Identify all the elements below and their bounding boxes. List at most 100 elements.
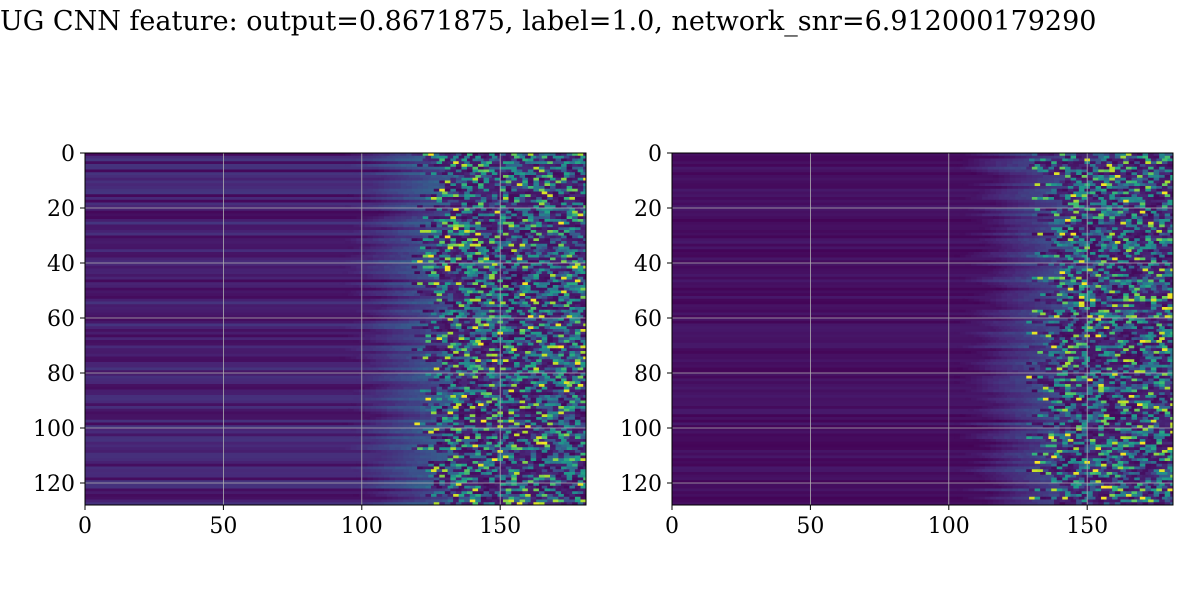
heatmap-cell — [511, 342, 518, 346]
heatmap-cell — [508, 337, 515, 341]
heatmap-cell — [444, 403, 451, 407]
heatmap-cell — [425, 436, 432, 440]
heatmap-cell — [508, 450, 515, 454]
heatmap-cell — [533, 274, 540, 278]
heatmap-cell — [419, 389, 426, 393]
heatmap-cell — [505, 282, 512, 286]
heatmap-cell — [425, 419, 432, 423]
heatmap-cell — [511, 444, 518, 448]
heatmap-cell — [447, 194, 454, 198]
heatmap-cell — [361, 254, 368, 258]
heatmap-cell — [85, 364, 373, 368]
heatmap-cell — [561, 188, 567, 192]
heatmap-cell — [414, 331, 421, 335]
heatmap-cell — [381, 345, 388, 349]
heatmap-cell — [414, 161, 421, 165]
heatmap-cell — [458, 340, 465, 344]
heatmap-cell — [475, 455, 482, 459]
heatmap-cell — [536, 450, 543, 454]
heatmap-cell — [464, 397, 471, 401]
heatmap-cell — [389, 474, 396, 478]
heatmap-cell — [580, 450, 586, 454]
heatmap-cell — [547, 419, 554, 423]
heatmap-cell — [550, 378, 556, 382]
heatmap-cell — [472, 444, 479, 448]
heatmap-cell — [85, 472, 367, 476]
heatmap-cell — [511, 265, 518, 269]
heatmap-cell — [433, 188, 440, 192]
heatmap-cell — [436, 433, 443, 437]
heatmap-cell — [353, 320, 360, 324]
heatmap-cell — [514, 293, 520, 297]
heatmap-cell — [574, 425, 581, 429]
heatmap-cell — [502, 408, 509, 412]
heatmap-cell — [538, 260, 545, 264]
heatmap-cell — [555, 257, 562, 261]
heatmap-cell — [395, 213, 401, 217]
heatmap-cell — [505, 235, 512, 239]
heatmap-cell — [428, 205, 435, 209]
heatmap-cell — [494, 158, 501, 162]
heatmap-cell — [500, 301, 507, 305]
heatmap-cell — [516, 276, 523, 280]
heatmap-cell — [536, 161, 543, 165]
heatmap-cell — [480, 345, 487, 349]
heatmap-cell — [574, 232, 581, 236]
heatmap-cell — [430, 455, 437, 459]
heatmap-cell — [547, 351, 554, 355]
heatmap-cell — [372, 378, 379, 382]
heatmap-cell — [447, 469, 454, 473]
heatmap-cell — [541, 417, 548, 421]
heatmap-cell — [389, 205, 396, 209]
heatmap-cell — [583, 447, 586, 451]
heatmap-cell — [414, 345, 421, 349]
heatmap-cell — [527, 186, 534, 190]
heatmap-cell — [538, 169, 545, 173]
heatmap-cell — [478, 474, 484, 478]
heatmap-cell — [414, 417, 421, 421]
heatmap-cell — [406, 301, 412, 305]
heatmap-cell — [392, 285, 399, 289]
heatmap-cell — [475, 230, 482, 234]
heatmap-cell — [375, 353, 382, 357]
heatmap-cell — [442, 400, 448, 404]
heatmap-cell — [397, 304, 404, 308]
heatmap-cell — [555, 268, 562, 272]
heatmap-cell — [519, 433, 526, 437]
heatmap-cell — [519, 455, 526, 459]
heatmap-cell — [455, 378, 462, 382]
heatmap-cell — [458, 329, 465, 333]
heatmap-cell — [397, 386, 404, 390]
heatmap-cell — [442, 334, 448, 338]
heatmap-cell — [367, 205, 374, 209]
heatmap-cell — [430, 364, 437, 368]
heatmap-cell — [436, 287, 443, 291]
heatmap-cell — [428, 384, 435, 388]
heatmap-cell — [519, 191, 526, 195]
heatmap-cell — [414, 373, 421, 377]
heatmap-cell — [370, 287, 376, 291]
heatmap-cell — [353, 208, 360, 212]
heatmap-cell — [533, 169, 540, 173]
heatmap-cell — [475, 345, 482, 349]
heatmap-cell — [430, 381, 437, 385]
heatmap-cell — [430, 155, 437, 159]
heatmap-cell — [455, 183, 462, 187]
heatmap-cell — [561, 461, 567, 465]
heatmap-cell — [566, 180, 573, 184]
heatmap-cell — [469, 351, 476, 355]
heatmap-cell — [436, 359, 443, 363]
heatmap-cell — [406, 241, 412, 245]
heatmap-cell — [350, 241, 357, 245]
heatmap-cell — [392, 455, 399, 459]
heatmap-cell — [339, 326, 346, 330]
heatmap-cell — [403, 389, 410, 393]
heatmap-cell — [525, 455, 531, 459]
heatmap-cell — [408, 320, 415, 324]
heatmap-cell — [574, 287, 581, 291]
heatmap-cell — [381, 224, 388, 228]
heatmap-cell — [367, 463, 374, 467]
heatmap-cell — [583, 213, 586, 217]
heatmap-cell — [450, 238, 457, 242]
heatmap-cell — [508, 455, 515, 459]
